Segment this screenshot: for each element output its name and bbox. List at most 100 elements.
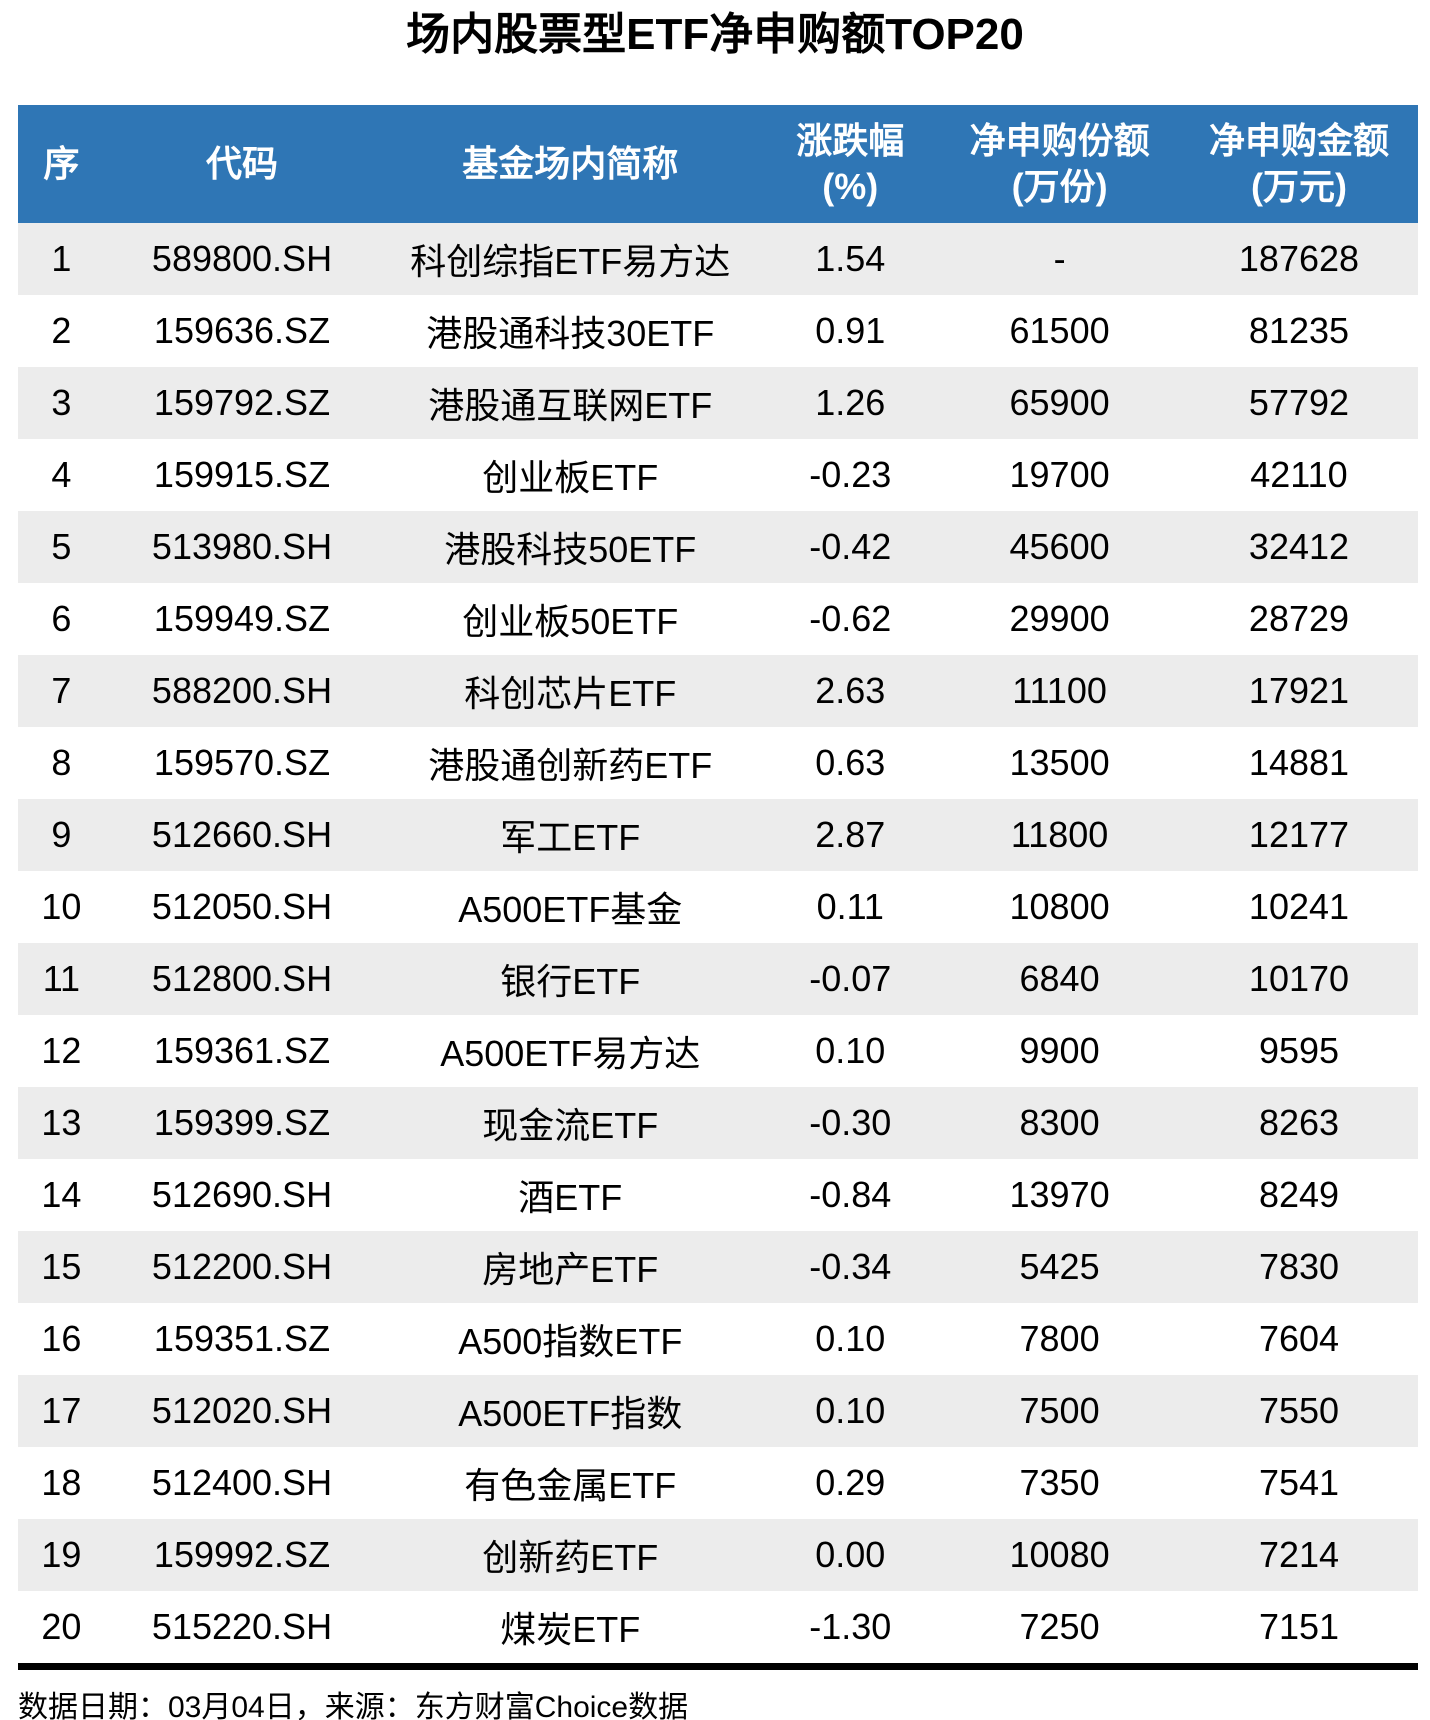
table-body: 1 589800.SH 科创综指ETF易方达 1.54 - 187628 2 159636.S… bbox=[18, 223, 1418, 1663]
cell-code: 512800.SH bbox=[151, 958, 333, 999]
cell-change: 0.63 bbox=[815, 742, 886, 783]
cell-change: 1.54 bbox=[815, 238, 886, 279]
table-row: 19 159992.SZ 创新药ETF 0.00 10080 7214 bbox=[18, 1519, 1418, 1591]
cell-name: 港股通科技30ETF bbox=[426, 313, 715, 354]
cell-shares: 11800 bbox=[1010, 814, 1109, 855]
cell-amount: 7214 bbox=[1258, 1534, 1340, 1575]
cell-name: 科创综指ETF易方达 bbox=[410, 241, 731, 282]
cell-change: -0.30 bbox=[809, 1102, 892, 1143]
cell-rank: 17 bbox=[41, 1390, 82, 1431]
footer-note: 数据日期：03月04日，来源：东方财富Choice数据 bbox=[18, 1663, 1418, 1720]
cell-change: -0.84 bbox=[809, 1174, 892, 1215]
cell-rank: 3 bbox=[51, 382, 72, 423]
cell-shares: 13500 bbox=[1009, 742, 1110, 783]
cell-change: 2.87 bbox=[815, 814, 886, 855]
cell-change: 0.10 bbox=[815, 1390, 886, 1431]
header-label-amount: 净申购金额 bbox=[1208, 120, 1389, 161]
cell-rank: 1 bbox=[51, 238, 72, 279]
header-cell-code: 代码 bbox=[104, 105, 380, 223]
cell-name: 创业板50ETF bbox=[462, 601, 679, 642]
cell-rank: 5 bbox=[51, 526, 72, 567]
cell-amount: 10241 bbox=[1248, 886, 1350, 927]
cell-rank: 16 bbox=[41, 1318, 82, 1359]
cell-shares: 7350 bbox=[1019, 1462, 1100, 1503]
cell-rank: 20 bbox=[41, 1606, 82, 1647]
cell-name: 军工ETF bbox=[500, 817, 641, 858]
cell-amount: 8263 bbox=[1258, 1102, 1340, 1143]
cell-code: 512050.SH bbox=[151, 886, 333, 927]
header-cell-change: 涨跌幅 (%) bbox=[761, 105, 940, 223]
cell-rank: 19 bbox=[41, 1534, 82, 1575]
cell-name: A500ETF指数 bbox=[458, 1393, 683, 1434]
cell-amount: 12177 bbox=[1248, 814, 1350, 855]
cell-name: 银行ETF bbox=[500, 961, 641, 1002]
table-row: 13 159399.SZ 现金流ETF -0.30 8300 8263 bbox=[18, 1087, 1418, 1159]
header-unit-change: (%) bbox=[822, 166, 879, 207]
table-row: 5 513980.SH 港股科技50ETF -0.42 45600 32412 bbox=[18, 511, 1418, 583]
cell-shares: - bbox=[1053, 238, 1066, 279]
table-row: 12 159361.SZ A500ETF易方达 0.10 9900 9595 bbox=[18, 1015, 1418, 1087]
table-row: 8 159570.SZ 港股通创新药ETF 0.63 13500 14881 bbox=[18, 727, 1418, 799]
cell-code: 159949.SZ bbox=[153, 598, 331, 639]
cell-rank: 12 bbox=[41, 1030, 82, 1071]
cell-rank: 15 bbox=[41, 1246, 82, 1287]
header-cell-shares: 净申购份额 (万份) bbox=[939, 105, 1180, 223]
header-cell-rank: 序 bbox=[18, 105, 105, 223]
table-row: 9 512660.SH 军工ETF 2.87 11800 12177 bbox=[18, 799, 1418, 871]
cell-name: 港股通创新药ETF bbox=[428, 745, 713, 786]
table-row: 11 512800.SH 银行ETF -0.07 6840 10170 bbox=[18, 943, 1418, 1015]
header-unit-shares: (万份) bbox=[1011, 166, 1108, 207]
cell-rank: 13 bbox=[41, 1102, 82, 1143]
cell-rank: 10 bbox=[41, 886, 82, 927]
cell-shares: 9900 bbox=[1019, 1030, 1100, 1071]
cell-code: 512200.SH bbox=[151, 1246, 333, 1287]
cell-amount: 187628 bbox=[1238, 238, 1360, 279]
table-header-row: 序 代码 基金场内简称 涨跌幅 (%) bbox=[18, 105, 1418, 223]
table-row: 6 159949.SZ 创业板50ETF -0.62 29900 28729 bbox=[18, 583, 1418, 655]
cell-change: -0.07 bbox=[809, 958, 892, 999]
cell-shares: 8300 bbox=[1019, 1102, 1100, 1143]
cell-name: 现金流ETF bbox=[482, 1105, 659, 1146]
cell-code: 515220.SH bbox=[151, 1606, 333, 1647]
cell-amount: 42110 bbox=[1250, 454, 1348, 495]
cell-name: A500ETF易方达 bbox=[440, 1033, 701, 1074]
cell-shares: 19700 bbox=[1009, 454, 1110, 495]
cell-name: 港股科技50ETF bbox=[444, 529, 697, 570]
cell-shares: 7500 bbox=[1019, 1390, 1100, 1431]
cell-code: 159351.SZ bbox=[153, 1318, 331, 1359]
cell-code: 589800.SH bbox=[151, 238, 333, 279]
cell-code: 159361.SZ bbox=[153, 1030, 331, 1071]
cell-name: 科创芯片ETF bbox=[464, 673, 677, 714]
cell-amount: 8249 bbox=[1258, 1174, 1340, 1215]
cell-code: 159915.SZ bbox=[153, 454, 331, 495]
cell-code: 513980.SH bbox=[151, 526, 333, 567]
header-unit-amount: (万元) bbox=[1250, 166, 1347, 207]
cell-shares: 13970 bbox=[1009, 1174, 1110, 1215]
cell-name: 酒ETF bbox=[518, 1177, 623, 1218]
cell-code: 159636.SZ bbox=[153, 310, 331, 351]
cell-change: 1.26 bbox=[815, 382, 886, 423]
table-row: 7 588200.SH 科创芯片ETF 2.63 11100 17921 bbox=[18, 655, 1418, 727]
cell-shares: 7800 bbox=[1019, 1318, 1100, 1359]
cell-rank: 7 bbox=[51, 670, 72, 711]
cell-shares: 5425 bbox=[1019, 1246, 1100, 1287]
cell-rank: 11 bbox=[42, 958, 81, 999]
cell-rank: 18 bbox=[41, 1462, 82, 1503]
cell-rank: 9 bbox=[51, 814, 72, 855]
cell-change: 0.10 bbox=[815, 1030, 886, 1071]
cell-change: 0.91 bbox=[815, 310, 886, 351]
table-header: 序 代码 基金场内简称 涨跌幅 (%) bbox=[18, 105, 1418, 223]
table-row: 4 159915.SZ 创业板ETF -0.23 19700 42110 bbox=[18, 439, 1418, 511]
cell-amount: 10170 bbox=[1248, 958, 1350, 999]
table-row: 1 589800.SH 科创综指ETF易方达 1.54 - 187628 bbox=[18, 223, 1418, 295]
cell-code: 512690.SH bbox=[151, 1174, 333, 1215]
cell-code: 159792.SZ bbox=[153, 382, 331, 423]
cell-rank: 2 bbox=[51, 310, 72, 351]
cell-amount: 32412 bbox=[1248, 526, 1350, 567]
cell-shares: 65900 bbox=[1009, 382, 1110, 423]
cell-name: 创业板ETF bbox=[482, 457, 659, 498]
cell-change: 0.10 bbox=[815, 1318, 886, 1359]
table-row: 14 512690.SH 酒ETF -0.84 13970 8249 bbox=[18, 1159, 1418, 1231]
cell-amount: 7550 bbox=[1258, 1390, 1340, 1431]
